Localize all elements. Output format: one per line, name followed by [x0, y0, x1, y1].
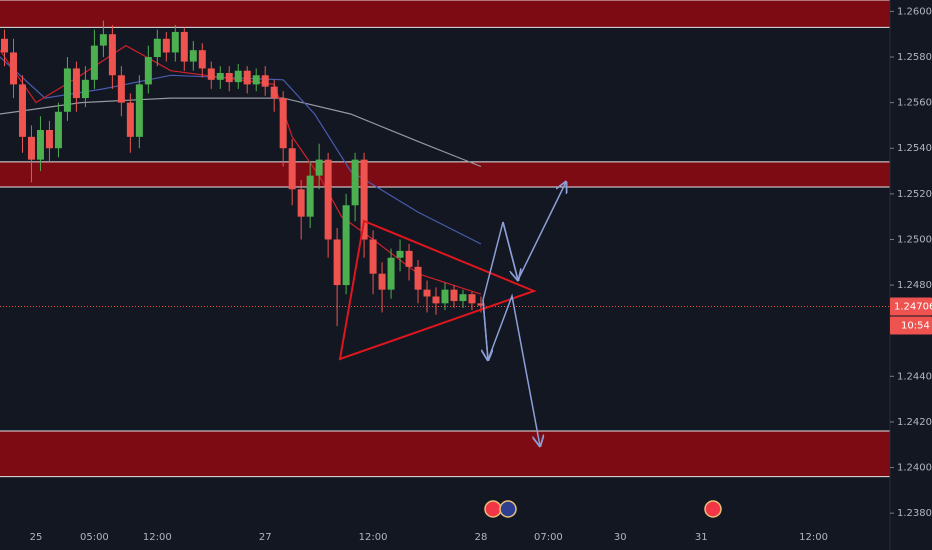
candle-body	[45, 130, 53, 149]
y-tick-label: 1.26000	[897, 6, 932, 17]
candle-body	[369, 239, 377, 274]
candle-body	[450, 289, 458, 302]
candle-body	[351, 159, 359, 206]
y-tick-label: 1.25800	[897, 52, 932, 63]
x-tick-label: 25	[30, 532, 43, 543]
price-axis	[890, 0, 932, 550]
candle-body	[297, 189, 305, 217]
candle-body	[315, 159, 323, 176]
candle-body	[198, 50, 206, 69]
candle-body	[117, 75, 125, 103]
candle-body	[306, 175, 314, 217]
y-tick-label: 1.25200	[897, 189, 932, 200]
candle-body	[477, 303, 485, 306]
zone	[0, 161, 890, 188]
countdown-box	[890, 316, 932, 335]
candle-body	[387, 257, 395, 290]
y-tick-label: 1.24200	[897, 417, 932, 428]
candle-body	[360, 159, 368, 240]
candle-body	[234, 70, 242, 83]
candle-body	[441, 289, 449, 304]
candle-body	[468, 294, 476, 304]
x-tick-label: 27	[259, 532, 272, 543]
x-tick-label: 12:00	[143, 532, 172, 543]
candle-body	[99, 34, 107, 46]
candle-body	[333, 239, 341, 286]
candle-body	[279, 98, 287, 149]
candle-body	[180, 31, 188, 62]
candle-body	[423, 289, 431, 297]
candle-body	[189, 50, 197, 62]
candle-body	[126, 102, 134, 137]
candle-body	[144, 57, 152, 85]
x-tick-label: 07:00	[534, 532, 563, 543]
x-tick-label: 12:00	[359, 532, 388, 543]
candle-body	[162, 38, 170, 53]
x-tick-label: 31	[695, 532, 708, 543]
candle-body	[216, 72, 224, 80]
candle-body	[36, 130, 44, 160]
candle-body	[27, 136, 35, 160]
candle-body	[171, 31, 179, 53]
candle-body	[63, 68, 71, 112]
arrow-tip	[483, 299, 488, 360]
x-tick-label: 30	[614, 532, 627, 543]
candle-body	[378, 273, 386, 290]
candle-body	[18, 84, 26, 137]
candle-body	[396, 250, 404, 258]
event-icons	[484, 500, 722, 518]
zone	[0, 0, 890, 28]
x-tick-label: 12:00	[799, 532, 828, 543]
candle-body	[81, 79, 89, 99]
candle-body	[54, 111, 62, 149]
candle-body	[432, 296, 440, 304]
candle-body	[0, 38, 8, 53]
candle-body	[225, 72, 233, 83]
candle-body	[324, 159, 332, 240]
candle-body	[90, 45, 98, 80]
candle-body	[252, 75, 260, 85]
candle-body	[405, 250, 413, 267]
event-icon	[704, 500, 722, 518]
candle-body	[342, 205, 350, 286]
arrow-tip	[502, 221, 518, 280]
triangle-drawing	[338, 219, 537, 361]
event-icon	[499, 500, 517, 518]
y-tick-label: 1.25000	[897, 234, 932, 245]
y-tick-label: 1.24400	[897, 371, 932, 382]
last-price-box	[890, 297, 932, 316]
candle-body	[243, 70, 251, 85]
candle-body	[135, 84, 143, 137]
y-tick-label: 1.25600	[897, 98, 932, 109]
candle-body	[153, 38, 161, 58]
candle-body	[207, 68, 215, 80]
candle-body	[270, 86, 278, 99]
candle-body	[261, 75, 269, 87]
candle-body	[108, 34, 116, 76]
x-tick-label: 05:00	[80, 532, 109, 543]
candle-body	[459, 294, 467, 302]
y-tick-label: 1.24000	[897, 463, 932, 474]
last-price-label: 1.24706	[894, 302, 932, 313]
y-tick-label: 1.24800	[897, 280, 932, 291]
countdown-label: 10:54	[901, 321, 930, 332]
zone	[0, 431, 890, 477]
y-tick-label: 1.23800	[897, 508, 932, 519]
x-tick-label: 28	[475, 532, 488, 543]
candle-body	[72, 68, 80, 99]
y-tick-label: 1.25400	[897, 143, 932, 154]
event-icon	[484, 500, 502, 518]
candle-body	[414, 266, 422, 290]
candle-body	[288, 148, 296, 190]
candle-body	[9, 52, 17, 85]
